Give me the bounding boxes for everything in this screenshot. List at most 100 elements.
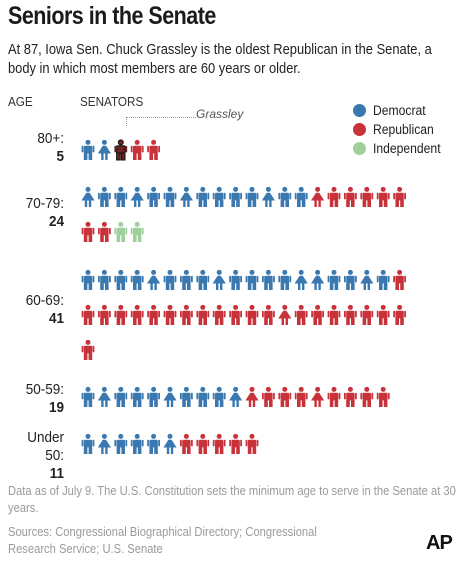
democrat-senator-icon — [180, 386, 193, 407]
legend-label: Democrat — [373, 103, 426, 118]
independent-senator-icon — [130, 221, 144, 242]
republican-senator-icon — [294, 304, 308, 325]
republican-senator-icon — [294, 386, 308, 407]
age-column-header: AGE — [8, 94, 33, 109]
republican-senator-icon — [180, 304, 193, 325]
republican-senator-icon — [196, 304, 210, 325]
republican-senator-icon — [245, 433, 259, 454]
callout-leader-tick — [126, 117, 127, 126]
legend-item-democrat: Democrat — [353, 101, 448, 120]
independent-senator-icon — [114, 221, 128, 242]
age-range: 80+: — [37, 130, 64, 147]
age-count: 11 — [49, 465, 64, 482]
democrat-senator-icon — [98, 269, 111, 290]
republican-senator-icon — [376, 386, 390, 407]
age-count: 19 — [48, 399, 64, 416]
age-count: 41 — [48, 310, 64, 327]
democrat-senator-icon — [130, 186, 144, 207]
republican-senator-icon — [327, 304, 341, 325]
republican-senator-icon — [311, 304, 324, 325]
republican-senator-icon — [360, 304, 374, 325]
republican-senator-icon — [393, 186, 406, 207]
democrat-senator-icon — [376, 269, 390, 290]
age-group-label: 60-69: 41 — [6, 292, 64, 328]
republican-senator-icon — [229, 304, 242, 325]
democrat-senator-icon — [278, 186, 292, 207]
democrat-senator-icon — [98, 186, 111, 207]
republican-senator-icon — [229, 433, 242, 454]
republican-senator-icon — [180, 433, 193, 454]
democrat-senator-icon — [81, 386, 95, 407]
democrat-senator-icon — [97, 433, 111, 454]
republican-senator-icon — [344, 386, 357, 407]
democrat-senator-icon — [97, 386, 111, 407]
chart-subtitle: At 87, Iowa Sen. Chuck Grassley is the o… — [8, 41, 432, 77]
democrat-senator-icon — [147, 386, 160, 407]
democrat-senator-icon — [180, 269, 193, 290]
republican-senator-icon — [81, 221, 95, 242]
republican-senator-icon — [327, 386, 341, 407]
republican-senator-icon — [393, 304, 406, 325]
republican-senator-icon — [163, 304, 177, 325]
republican-senator-icon — [147, 139, 160, 160]
republican-senator-icon — [130, 139, 144, 160]
democrat-senator-icon — [196, 186, 210, 207]
democrat-senator-icon — [229, 269, 242, 290]
republican-senator-icon — [147, 304, 160, 325]
democrat-dot-icon — [353, 104, 366, 117]
republican-senator-icon — [245, 304, 259, 325]
ap-logo: AP — [426, 532, 453, 554]
democrat-senator-icon — [229, 186, 242, 207]
age-group-label: 80+: 5 — [6, 130, 64, 166]
republican-senator-icon — [245, 386, 259, 407]
republican-senator-icon — [114, 304, 128, 325]
democrat-senator-icon — [327, 269, 341, 290]
democrat-senator-icon — [212, 186, 226, 207]
age-range: 60-69: — [25, 292, 64, 309]
democrat-senator-icon — [114, 269, 128, 290]
republican-senator-icon — [344, 186, 357, 207]
democrat-senator-icon — [262, 269, 275, 290]
grassley-highlighted-senator-icon — [114, 139, 128, 161]
democrat-senator-icon — [212, 386, 226, 407]
democrat-senator-icon — [81, 269, 95, 290]
democrat-senator-icon — [163, 386, 177, 407]
democrat-senator-icon — [147, 186, 160, 207]
democrat-senator-icon — [163, 433, 177, 454]
grassley-callout: Grassley — [196, 107, 244, 121]
footnote: Data as of July 9. The U.S. Constitution… — [8, 483, 456, 515]
chart-title: Seniors in the Senate — [8, 2, 216, 30]
legend-label: Independent — [373, 141, 441, 156]
republican-senator-icon — [393, 269, 406, 290]
democrat-senator-icon — [245, 186, 259, 207]
democrat-senator-icon — [311, 269, 325, 290]
democrat-senator-icon — [81, 139, 95, 160]
democrat-senator-icon — [294, 186, 308, 207]
republican-dot-icon — [353, 123, 366, 136]
legend-item-republican: Republican — [353, 120, 448, 139]
republican-senator-icon — [278, 304, 292, 325]
age-range: 70-79: — [25, 195, 64, 212]
democrat-senator-icon — [212, 269, 226, 290]
age-group-label: 70-79: 24 — [6, 195, 64, 231]
democrat-senator-icon — [163, 186, 177, 207]
republican-senator-icon — [376, 186, 390, 207]
republican-senator-icon — [327, 186, 341, 207]
democrat-senator-icon — [81, 186, 95, 207]
democrat-senator-icon — [294, 269, 308, 290]
legend-label: Republican — [373, 122, 434, 137]
republican-senator-icon — [130, 304, 144, 325]
democrat-senator-icon — [196, 269, 210, 290]
independent-dot-icon — [353, 142, 366, 155]
legend: Democrat Republican Independent — [353, 101, 448, 158]
age-count: 24 — [48, 213, 64, 230]
republican-senator-icon — [262, 386, 275, 407]
legend-item-independent: Independent — [353, 139, 448, 158]
republican-senator-icon — [376, 304, 390, 325]
republican-senator-icon — [98, 304, 111, 325]
democrat-senator-icon — [147, 433, 160, 454]
republican-senator-icon — [81, 304, 95, 325]
democrat-senator-icon — [245, 269, 259, 290]
senators-column-header: SENATORS — [80, 94, 144, 109]
